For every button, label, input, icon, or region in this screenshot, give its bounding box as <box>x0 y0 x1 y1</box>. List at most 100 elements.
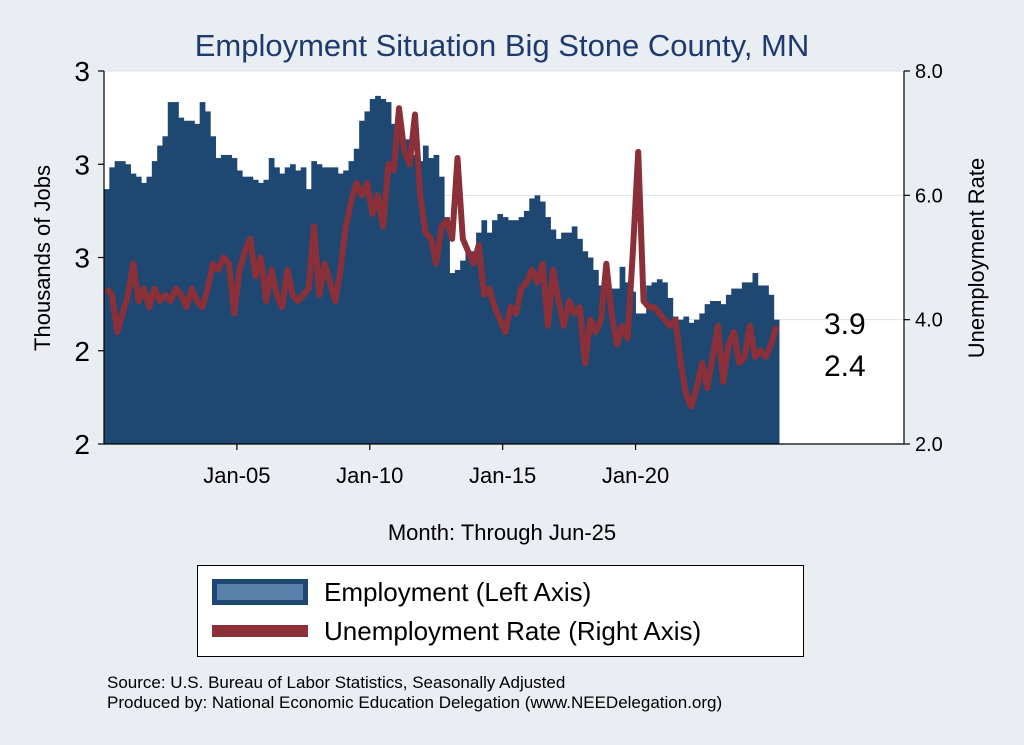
employment-bar <box>497 213 504 444</box>
legend-label-employment: Employment (Left Axis) <box>324 576 592 607</box>
employment-bar <box>577 238 583 444</box>
left-tick-label: 3 <box>74 243 90 274</box>
employment-bar <box>736 288 743 444</box>
employment-bar <box>630 291 636 444</box>
employment-bar <box>343 170 349 444</box>
employment-bar <box>438 176 445 444</box>
employment-bar <box>412 154 419 444</box>
right-axis-ticks: 2.0 4.0 6.0 8.0 <box>904 61 943 456</box>
employment-bar <box>545 217 551 444</box>
employment-bar <box>396 126 403 444</box>
employment-bar <box>236 170 243 444</box>
employment-bar <box>162 136 169 444</box>
employment-bar <box>741 282 748 444</box>
employment-bar <box>141 182 147 444</box>
employment-bar <box>715 301 722 444</box>
employment-bar <box>481 220 488 444</box>
employment-bar <box>226 154 232 444</box>
employment-bar <box>534 195 541 444</box>
legend: Employment (Left Axis) Unemployment Rate… <box>197 565 804 657</box>
employment-bar <box>199 102 206 444</box>
right-tick-label: 4.0 <box>915 310 943 332</box>
employment-bar <box>523 210 530 444</box>
employment-bar <box>300 167 307 445</box>
employment-bar <box>183 120 190 444</box>
employment-bar <box>337 173 344 444</box>
x-tick-label: Jan-15 <box>469 463 536 488</box>
employment-bar <box>406 139 413 444</box>
legend-swatch-unemployment <box>212 625 308 637</box>
left-axis-ticks: 2 2 3 3 3 <box>74 56 104 460</box>
employment-bar <box>274 167 280 445</box>
employment-bar <box>757 285 764 444</box>
employment-bar <box>518 217 525 444</box>
employment-bar <box>635 313 642 444</box>
y-axis-label-left: Thousands of Jobs <box>30 165 55 351</box>
employment-bar <box>433 154 440 444</box>
employment-bar <box>470 251 477 444</box>
employment-bar <box>763 285 769 444</box>
employment-bar <box>316 164 323 444</box>
employment-bar <box>725 294 732 444</box>
employment-bar <box>566 232 573 444</box>
employment-bar <box>295 170 302 444</box>
employment-bar <box>646 285 652 444</box>
employment-bar <box>247 176 254 444</box>
legend-item-unemployment: Unemployment Rate (Right Axis) <box>212 613 701 649</box>
employment-bar <box>220 154 227 444</box>
employment-bar <box>555 238 562 444</box>
employment-bar <box>258 182 264 444</box>
employment-bar <box>422 145 429 444</box>
employment-bar <box>242 176 248 444</box>
employment-bar <box>173 102 179 444</box>
legend-item-employment: Employment (Left Axis) <box>212 574 591 610</box>
chart-title: Employment Situation Big Stone County, M… <box>194 28 810 63</box>
end-label-unemployment: 3.9 <box>824 308 866 341</box>
employment-bar <box>146 176 153 444</box>
employment-bar <box>321 167 328 445</box>
employment-bar <box>768 294 775 444</box>
source-note: Source: U.S. Bureau of Labor Statistics,… <box>107 673 566 692</box>
employment-bar <box>364 111 371 444</box>
employment-bar <box>651 282 658 444</box>
unemployment-line <box>104 105 780 410</box>
x-tick-label: Jan-10 <box>336 463 403 488</box>
employment-bar <box>210 136 217 444</box>
left-tick-label: 2 <box>74 429 90 460</box>
employment-bar <box>603 288 610 444</box>
employment-bar <box>598 285 605 444</box>
employment-bar <box>135 176 142 444</box>
employment-bar <box>449 273 456 444</box>
employment-bar <box>465 251 472 444</box>
employment-bar <box>268 158 275 444</box>
x-axis-label: Month: Through Jun-25 <box>387 520 617 545</box>
employment-bar <box>332 167 339 445</box>
legend-swatch-employment <box>212 579 308 605</box>
employment-bar <box>417 161 424 444</box>
employment-bar <box>178 117 185 444</box>
employment-bar <box>369 98 376 444</box>
employment-bar <box>284 167 291 445</box>
employment-bar <box>454 269 461 444</box>
employment-bar <box>662 282 668 444</box>
end-label-employment: 2.4 <box>824 350 866 383</box>
employment-bar <box>529 198 535 444</box>
employment-bar <box>460 260 466 444</box>
employment-bar <box>380 98 387 444</box>
employment-bar <box>624 282 631 444</box>
employment-bar <box>104 189 110 444</box>
employment-bar <box>252 179 259 445</box>
employment-bar <box>375 95 381 445</box>
employment-bar <box>327 167 333 445</box>
employment-bar <box>290 164 296 444</box>
x-axis-ticks: Jan-05 Jan-10 Jan-15 Jan-20 <box>203 444 669 488</box>
footer: Source: U.S. Bureau of Labor Statistics,… <box>107 673 722 713</box>
employment-bar <box>747 282 753 444</box>
employment-bar <box>550 229 557 444</box>
employment-bar <box>305 189 312 444</box>
employment-bar <box>194 123 201 444</box>
producer-note: Produced by: National Economic Education… <box>107 693 723 712</box>
employment-bar <box>667 297 674 444</box>
employment-bar <box>731 288 737 444</box>
employment-bar <box>391 123 397 444</box>
